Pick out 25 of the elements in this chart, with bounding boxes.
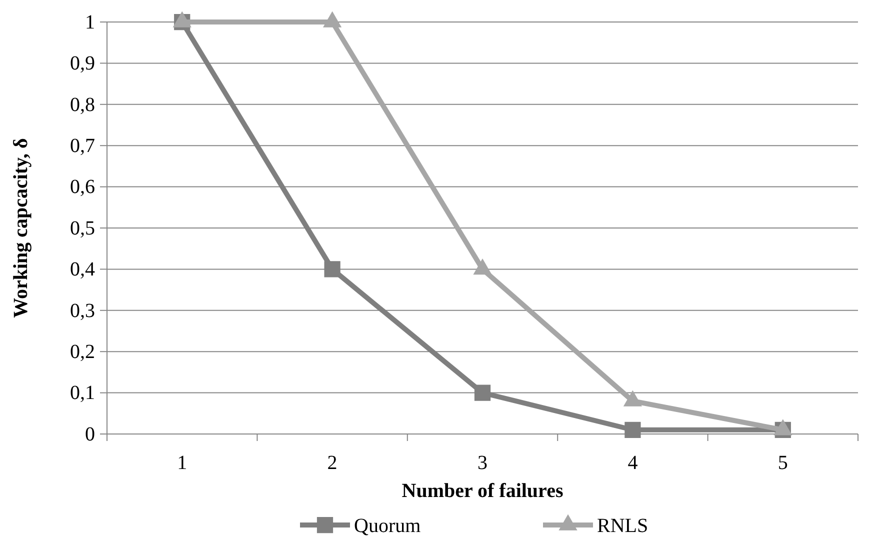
y-tick-label: 0,6 [70, 176, 95, 198]
y-tick-label: 0,5 [70, 217, 95, 240]
point [624, 422, 641, 438]
y-axis-title: Working capcacity, δ [10, 138, 32, 318]
x-tick-label: 1 [177, 452, 188, 474]
y-tick-label: 1 [85, 11, 95, 34]
y-tick-label: 0,9 [70, 52, 95, 75]
y-tick-label: 0,3 [70, 300, 95, 322]
point [322, 11, 342, 28]
point [324, 261, 340, 278]
x-tick-label: 4 [628, 452, 638, 474]
point [474, 384, 491, 401]
y-tick-label: 0,7 [70, 135, 95, 157]
x-tick-label: 3 [478, 452, 488, 474]
legend-label: Quorum [354, 515, 422, 537]
x-tick-label: 5 [778, 452, 788, 474]
y-tick-label: 0,2 [70, 341, 95, 363]
legend-label: RNLS [597, 515, 648, 537]
point [172, 11, 192, 28]
y-tick-label: 0,4 [70, 258, 95, 281]
y-tick-label: 0 [85, 423, 95, 446]
x-axis-title: Number of failures [402, 480, 564, 502]
y-tick-label: 0,1 [70, 382, 95, 404]
y-tick-label: 0,8 [70, 94, 95, 116]
x-tick-label: 2 [327, 452, 338, 474]
